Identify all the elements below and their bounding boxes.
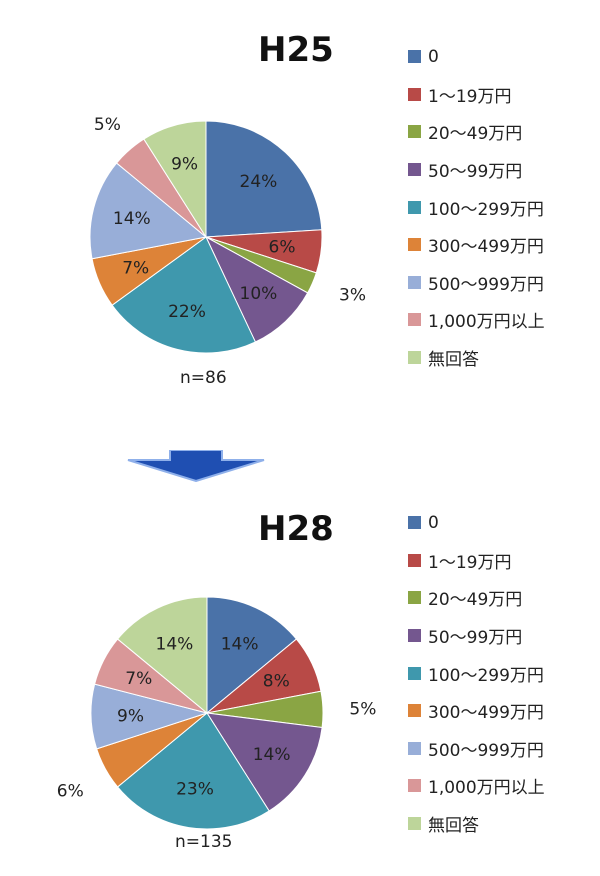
pie-chart-h25: H25 24% 6% 3% 10% 22% 7% 14% 5% 9% n=86 0 1〜19万円 2… (0, 0, 600, 410)
legend-item: 1,000万円以上 (408, 767, 545, 805)
legend-item: 100〜299万円 (408, 188, 545, 226)
legend-swatch (408, 817, 421, 831)
legend-label: 500〜999万円 (428, 274, 544, 295)
data-label: 5% (349, 700, 376, 720)
legend-item: 無回答 (408, 339, 545, 377)
legend-label: 無回答 (428, 816, 479, 837)
legend-swatch (408, 200, 421, 214)
legend-swatch (408, 553, 421, 567)
legend-label: 100〜299万円 (428, 665, 544, 686)
legend-swatch (408, 741, 421, 755)
legend-item: 300〜499万円 (408, 692, 545, 730)
sample-size-label: n=135 (175, 832, 233, 852)
legend-swatch (408, 629, 421, 643)
pie-slice (206, 596, 298, 715)
pie-slice (204, 235, 309, 343)
sample-size-label: n=86 (180, 368, 227, 388)
legend-swatch (408, 666, 421, 680)
pie-plot-area: 24% 6% 3% 10% 22% 7% 14% 5% 9% (89, 115, 366, 354)
legend-item: 50〜99万円 (408, 151, 545, 189)
pie-slice (89, 162, 208, 260)
pie-chart-h28: H28 14% 8% 5% 14% 23% 6% 9% 7% 14% n=135 0 1〜19万円… (0, 466, 600, 874)
pie-plot-area: 14%8%5%14%23%6%9%7%14% (57, 596, 376, 830)
legend-item: 500〜999万円 (408, 264, 545, 302)
chart-title: H25 (258, 30, 334, 70)
legend-swatch (408, 591, 421, 605)
legend-swatch (408, 313, 421, 327)
data-label: 10% (240, 284, 278, 304)
legend-label: 0 (428, 512, 439, 533)
data-label: 8% (263, 671, 290, 691)
legend-label: 1,000万円以上 (428, 778, 545, 799)
data-label: 3% (339, 286, 366, 306)
legend-item: 100〜299万円 (408, 654, 545, 692)
legend-swatch (408, 125, 421, 139)
legend-label: 300〜499万円 (428, 237, 544, 258)
data-label: 14% (113, 209, 151, 229)
legend-label: 100〜299万円 (428, 199, 544, 220)
legend-label: 20〜49万円 (428, 124, 523, 145)
legend-label: 300〜499万円 (428, 703, 544, 724)
data-label: 23% (176, 780, 214, 800)
legend-label: 50〜99万円 (428, 162, 523, 183)
data-label: 6% (269, 238, 296, 258)
data-label: 9% (171, 155, 198, 175)
legend-swatch (408, 516, 421, 530)
data-label: 9% (117, 706, 144, 726)
legend-label: 500〜999万円 (428, 740, 544, 761)
pie-slice (143, 120, 207, 239)
legend-item: 1〜19万円 (408, 76, 545, 114)
legend-item: 20〜49万円 (408, 113, 545, 151)
legend-swatch (408, 163, 421, 177)
legend-item: 500〜999万円 (408, 730, 545, 768)
pie-slice (206, 712, 323, 812)
legend-item: 無回答 (408, 805, 545, 843)
legend-swatch (408, 704, 421, 718)
data-label: 7% (125, 669, 152, 689)
chart-title: H28 (258, 509, 334, 549)
data-label: 14% (221, 635, 259, 655)
pie-slice (205, 120, 323, 238)
data-label: 14% (156, 635, 194, 655)
legend-item: 1,000万円以上 (408, 301, 545, 339)
legend: 0 1〜19万円 20〜49万円 50〜99万円 100〜299万円 300〜499万円 5… (408, 38, 545, 376)
data-label: 14% (253, 745, 291, 765)
legend-label: 無回答 (428, 350, 479, 371)
legend-label: 50〜99万円 (428, 628, 523, 649)
legend-swatch (408, 238, 421, 252)
pie-slice (116, 596, 208, 715)
legend-item: 300〜499万円 (408, 226, 545, 264)
legend-item: 0 (408, 504, 545, 542)
legend-label: 1〜19万円 (428, 86, 512, 107)
legend-swatch (408, 351, 421, 365)
data-label: 22% (168, 302, 206, 322)
legend-label: 20〜49万円 (428, 590, 523, 611)
pie-slice (116, 712, 270, 830)
legend-item: 20〜49万円 (408, 579, 545, 617)
legend-label: 0 (428, 46, 439, 67)
legend-swatch (408, 87, 421, 101)
data-label: 7% (122, 258, 149, 278)
legend-item: 0 (408, 38, 545, 76)
data-label: 24% (240, 172, 278, 192)
data-label: 6% (57, 781, 84, 801)
legend-label: 1,000万円以上 (428, 312, 545, 333)
legend-label: 1〜19万円 (428, 552, 512, 573)
data-label: 5% (94, 115, 121, 135)
legend-item: 50〜99万円 (408, 617, 545, 655)
legend-swatch (408, 275, 421, 289)
down-arrow-icon (127, 450, 265, 482)
legend: 0 1〜19万円 20〜49万円 50〜99万円 100〜299万円 300〜499万円 5… (408, 504, 545, 842)
pie-slice (111, 236, 257, 354)
legend-swatch (408, 779, 421, 793)
legend-item: 1〜19万円 (408, 542, 545, 580)
legend-swatch (408, 50, 421, 64)
